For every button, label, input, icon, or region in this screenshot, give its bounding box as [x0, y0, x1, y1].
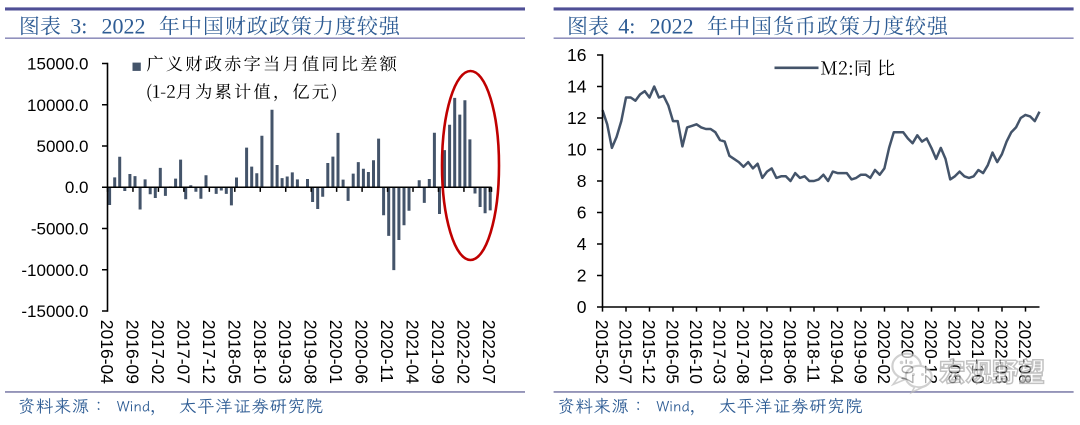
svg-text:2015-02: 2015-02	[592, 320, 612, 384]
svg-text:2: 2	[577, 266, 587, 286]
svg-text:2015-12: 2015-12	[639, 320, 659, 384]
svg-text:2015-07: 2015-07	[616, 320, 636, 384]
svg-text:5000.0: 5000.0	[37, 137, 89, 156]
svg-text:2018-06: 2018-06	[780, 320, 800, 384]
svg-text:2021-04: 2021-04	[403, 320, 423, 384]
svg-text:-5000.0: -5000.0	[31, 220, 89, 239]
svg-text:2022: 2022	[102, 14, 146, 39]
svg-text:2018-01: 2018-01	[757, 320, 777, 384]
svg-text:2016-04: 2016-04	[97, 320, 117, 384]
svg-text:2022: 2022	[650, 14, 694, 39]
svg-text:6: 6	[577, 203, 587, 223]
svg-text:2019-08: 2019-08	[301, 320, 321, 384]
svg-text:2017-12: 2017-12	[199, 320, 219, 384]
svg-text:16: 16	[567, 45, 586, 65]
svg-text:4:: 4:	[618, 14, 635, 39]
svg-text:2017-02: 2017-02	[148, 320, 168, 384]
svg-text:12: 12	[567, 108, 586, 128]
svg-text:2017-03: 2017-03	[710, 320, 730, 384]
svg-text:2022-02: 2022-02	[453, 320, 473, 384]
svg-text:2019-09: 2019-09	[851, 320, 871, 384]
svg-text:-10000.0: -10000.0	[21, 261, 88, 280]
svg-text:10: 10	[567, 140, 587, 160]
svg-text:2020-11: 2020-11	[377, 320, 397, 383]
svg-text:2018-05: 2018-05	[224, 320, 244, 384]
svg-text:2019-03: 2019-03	[275, 320, 295, 384]
svg-text:2020-02: 2020-02	[874, 320, 894, 384]
svg-text:4: 4	[577, 234, 587, 254]
svg-text:2022-07: 2022-07	[479, 320, 499, 384]
svg-text:2018-11: 2018-11	[804, 320, 824, 383]
svg-text:10000.0: 10000.0	[27, 96, 88, 115]
svg-text:2017-08: 2017-08	[733, 320, 753, 384]
svg-text:14: 14	[567, 77, 587, 97]
svg-text:-15000.0: -15000.0	[21, 302, 88, 321]
svg-text:0.0: 0.0	[65, 178, 89, 197]
svg-text:2020-01: 2020-01	[326, 320, 346, 384]
svg-text:2017-07: 2017-07	[173, 320, 193, 384]
svg-text:2018-10: 2018-10	[250, 320, 270, 384]
svg-text:2016-09: 2016-09	[123, 320, 143, 384]
svg-text:2020-06: 2020-06	[352, 320, 372, 384]
svg-text:0: 0	[577, 297, 587, 317]
svg-text:2016-05: 2016-05	[663, 320, 683, 384]
svg-text:2021-09: 2021-09	[428, 320, 448, 384]
svg-text:3:: 3:	[70, 14, 87, 39]
svg-text:15000.0: 15000.0	[27, 55, 88, 74]
svg-text:2016-10: 2016-10	[686, 320, 706, 384]
svg-text:8: 8	[577, 171, 587, 191]
svg-text:2019-04: 2019-04	[827, 320, 847, 384]
